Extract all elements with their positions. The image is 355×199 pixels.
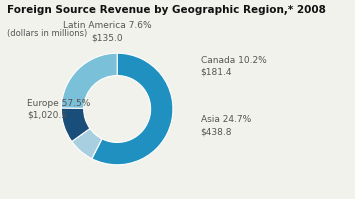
Text: Europe 57.5%
$1,020.5: Europe 57.5% $1,020.5 — [27, 99, 90, 119]
Wedge shape — [61, 53, 117, 108]
Text: (dollars in millions): (dollars in millions) — [7, 29, 87, 38]
Text: Canada 10.2%
$181.4: Canada 10.2% $181.4 — [201, 56, 266, 77]
Wedge shape — [72, 129, 102, 159]
Text: Foreign Source Revenue by Geographic Region,* 2008: Foreign Source Revenue by Geographic Reg… — [7, 5, 326, 15]
Wedge shape — [92, 53, 173, 165]
Text: Latin America 7.6%
$135.0: Latin America 7.6% $135.0 — [63, 21, 152, 42]
Text: Asia 24.7%
$438.8: Asia 24.7% $438.8 — [201, 115, 251, 136]
Wedge shape — [61, 108, 90, 141]
